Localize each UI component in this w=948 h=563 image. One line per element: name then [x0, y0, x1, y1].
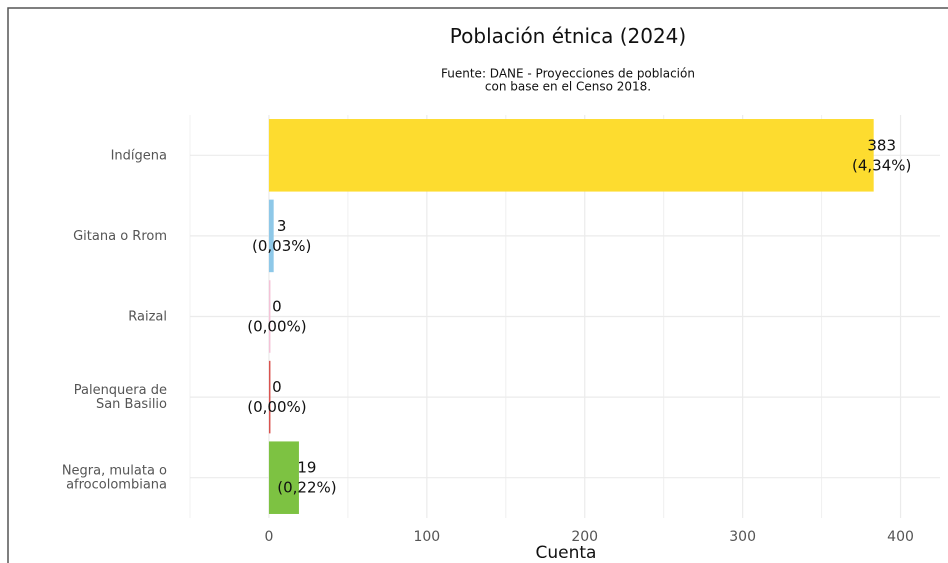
y-tick-label: Indígena [111, 148, 167, 163]
x-tick-label: 100 [413, 529, 440, 545]
value-label: 383 (4,34%) [852, 136, 911, 174]
bar [268, 441, 299, 514]
x-tick-label: 200 [571, 529, 598, 545]
x-axis-label: Cuenta [536, 543, 597, 563]
y-tick-label: Gitana o Rrom [73, 228, 167, 243]
x-tick-label: 0 [264, 529, 273, 545]
y-tick-label: Palenquera de San Basilio [74, 383, 167, 412]
bar [268, 199, 274, 273]
chart-subtitle: Fuente: DANE - Proyecciones de población… [441, 66, 695, 93]
x-tick-label: 400 [887, 529, 914, 545]
bar [268, 360, 271, 434]
x-tick-label: 300 [729, 529, 756, 545]
value-label: 0 (0,00%) [247, 378, 306, 416]
value-label: 19 (0,22%) [277, 458, 336, 496]
value-label: 3 (0,03%) [252, 216, 311, 254]
bar [268, 280, 271, 353]
value-label: 0 (0,00%) [247, 297, 306, 335]
y-tick-label: Negra, mulata o afrocolombiana [62, 463, 167, 492]
frame [7, 7, 948, 563]
bar [268, 119, 874, 192]
y-tick-label: Raizal [128, 309, 167, 324]
chart-title: Población étnica (2024) [450, 24, 686, 48]
